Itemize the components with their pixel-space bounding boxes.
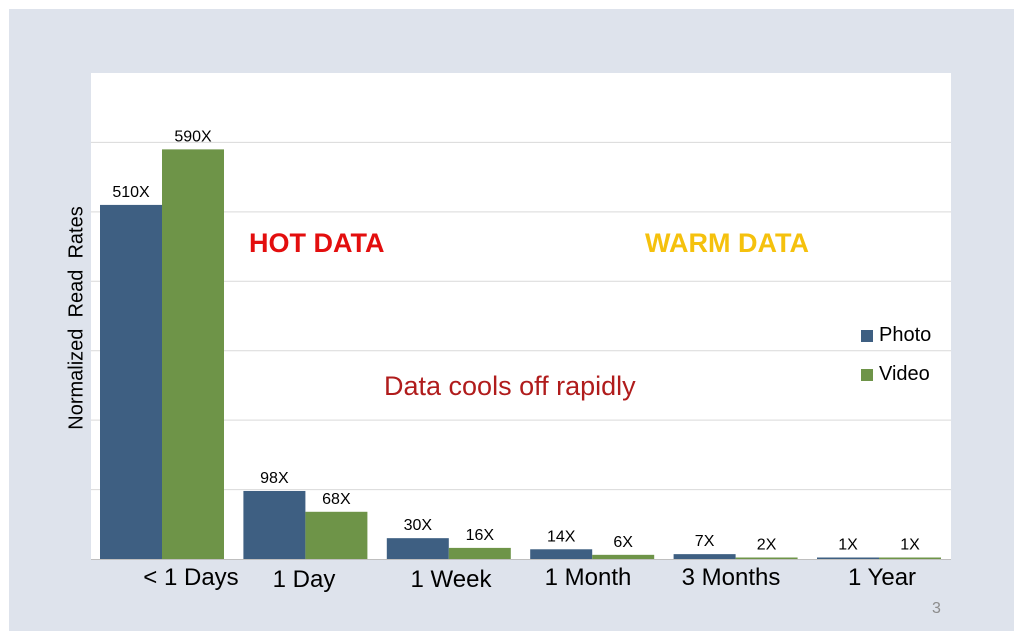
legend-swatch-video bbox=[861, 368, 873, 381]
gridlines bbox=[91, 141, 951, 491]
value-label-photo-3: 14X bbox=[547, 528, 576, 545]
x-tick-label-0: < 1 Days bbox=[143, 564, 238, 591]
legend-item-video: Video bbox=[861, 355, 931, 394]
value-label-video-5: 1X bbox=[900, 537, 920, 554]
hot-data-annotation: HOT DATA bbox=[249, 228, 385, 258]
value-label-photo-4: 7X bbox=[695, 533, 715, 550]
warm-data-annotation: WARM DATA bbox=[645, 228, 809, 258]
bar-photo-2 bbox=[386, 538, 449, 559]
bar-photo-4 bbox=[673, 554, 736, 559]
value-label-video-2: 16X bbox=[466, 527, 495, 544]
x-tick-label-3: 1 Month bbox=[545, 564, 632, 591]
value-label-video-0: 590X bbox=[174, 128, 212, 145]
bar-video-0 bbox=[162, 149, 224, 559]
legend-item-photo: Photo bbox=[861, 316, 931, 355]
bar-video-2 bbox=[448, 547, 511, 559]
bar-value-labels: 510X 590X 98X 68X 30X 16X 14X 6X 7X 2X 1X 1X bbox=[112, 128, 920, 553]
x-tick-label-5: 1 Year bbox=[848, 564, 916, 591]
value-label-photo-2: 30X bbox=[404, 517, 433, 534]
bar-video-4 bbox=[735, 557, 798, 559]
bar-photo-3 bbox=[530, 549, 593, 559]
value-label-photo-1: 98X bbox=[260, 470, 289, 487]
value-label-photo-5: 1X bbox=[838, 537, 858, 554]
y-axis-label: Normalized Read Rates bbox=[65, 206, 88, 430]
x-tick-label-2: 1 Week bbox=[411, 566, 493, 593]
value-label-video-3: 6X bbox=[613, 534, 633, 551]
legend-swatch-photo bbox=[861, 329, 873, 342]
bar-photo-5 bbox=[817, 557, 879, 559]
value-label-video-4: 2X bbox=[757, 537, 777, 554]
legend-label-photo: Photo bbox=[879, 324, 932, 346]
cools-off-annotation: Data cools off rapidly bbox=[384, 371, 636, 401]
plot-area bbox=[91, 73, 951, 560]
bar-video-1 bbox=[305, 511, 368, 559]
bars bbox=[100, 149, 941, 559]
value-label-video-1: 68X bbox=[322, 491, 351, 508]
x-tick-label-1: 1 Day bbox=[273, 566, 336, 593]
bar-video-3 bbox=[592, 554, 655, 559]
chart-legend: Photo Video bbox=[861, 316, 931, 394]
bar-photo-1 bbox=[243, 490, 306, 559]
value-label-photo-0: 510X bbox=[112, 184, 150, 201]
page-number: 3 bbox=[932, 600, 941, 617]
bar-video-5 bbox=[879, 557, 941, 559]
bar-photo-0 bbox=[100, 204, 162, 559]
x-axis: < 1 Days 1 Day 1 Week 1 Month 3 Months 1 Year bbox=[91, 559, 951, 593]
legend-label-video: Video bbox=[879, 363, 930, 385]
x-tick-label-4: 3 Months bbox=[682, 564, 781, 591]
